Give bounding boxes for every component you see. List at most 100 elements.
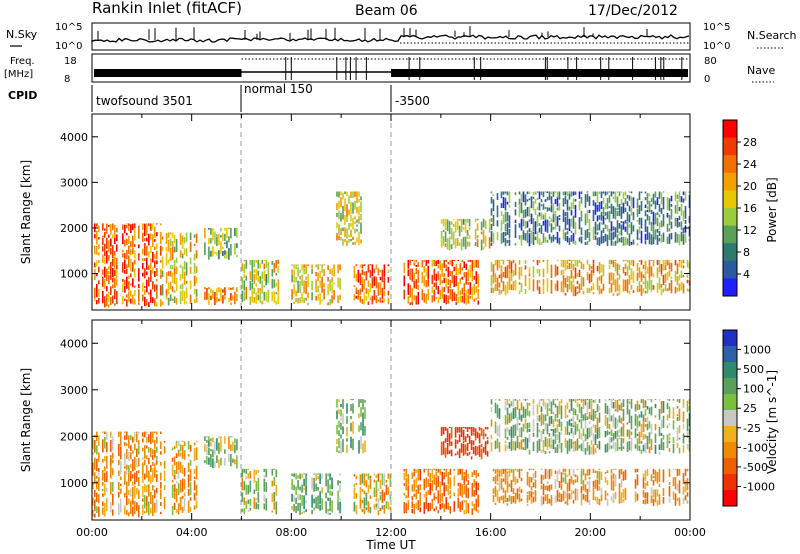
echo-cell [114,256,116,269]
echo-cell [96,475,98,479]
echo-cell [668,406,671,419]
echo-cell [359,487,362,498]
echo-cell [612,480,615,491]
echo-cell [654,191,657,198]
echo-cell [652,259,655,267]
echo-cell [440,239,443,248]
echo-cell [171,298,174,301]
echo-cell [506,201,509,205]
echo-cell [524,288,527,295]
echo-cell [195,289,198,297]
echo-cell [496,404,499,418]
echo-cell [616,437,619,451]
echo-cell [540,412,543,426]
echo-cell [241,263,244,271]
echo-cell [338,409,340,415]
echo-cell [112,493,114,506]
echo-cell [255,268,258,280]
echo-cell [104,278,106,289]
echo-cell [556,197,559,207]
echo-cell [600,211,603,221]
echo-cell [467,503,470,514]
echo-cell [548,191,551,201]
echo-cell [444,218,447,230]
echo-cell [660,432,663,436]
echo-cell [538,279,541,283]
echo-cell [618,434,621,440]
echo-cell [167,271,170,276]
echo-cell [590,440,593,446]
echo-cell [161,236,164,240]
echo-cell [466,241,469,247]
echo-cell [562,490,565,501]
echo-cell [301,512,303,515]
echo-cell [373,479,376,483]
echo-cell [550,468,553,477]
echo-cell [572,198,575,209]
echo-cell [570,191,573,197]
echo-cell [518,468,521,479]
echo-cell [371,277,374,289]
echo-cell [564,293,567,296]
echo-cell [602,207,605,215]
echo-cell [564,191,567,196]
echo-cell [560,421,563,432]
echo-cell [293,284,295,295]
echo-cell [622,267,625,274]
echo-cell [528,490,531,501]
echo-cell [588,273,591,284]
echo-cell [658,222,661,231]
echo-cell [670,221,673,229]
echo-cell [102,481,104,486]
echo-cell [576,280,579,285]
echo-cell [160,472,162,481]
echo-cell [439,481,442,493]
echo-cell [273,291,276,303]
ytick-label: 3000 [60,384,88,397]
echo-cell [592,209,595,222]
echo-cell [668,198,671,211]
echo-cell [369,269,372,278]
echo-cell [598,214,601,220]
echo-cell [204,287,206,290]
echo-cell [576,423,579,432]
power-colorbar-tick-label: 16 [743,202,757,215]
echo-cell [138,489,140,499]
echo-cell [668,228,671,232]
echo-cell [496,193,499,201]
echo-cell [494,475,497,484]
echo-cell [520,498,523,502]
echo-cell [142,263,144,270]
echo-cell [359,273,362,285]
echo-cell [461,287,464,295]
echo-cell [417,468,420,481]
echo-cell [342,213,344,220]
echo-cell [652,222,655,225]
echo-cell [457,282,460,296]
echo-cell [124,298,126,301]
echo-cell [340,197,342,208]
echo-cell [152,461,154,466]
echo-cell [520,218,523,231]
echo-cell [226,240,228,249]
echo-cell [522,423,525,432]
echo-cell [626,221,629,235]
echo-cell [340,191,342,196]
echo-cell [586,442,589,452]
echo-cell [323,283,325,288]
echo-cell [156,284,158,291]
echo-cell [257,294,260,301]
echo-cell [112,295,114,304]
echo-cell [195,447,198,460]
echo-cell [173,267,176,275]
echo-cell [373,473,376,476]
echo-cell [224,242,226,245]
echo-cell [441,263,444,277]
echo-cell [544,219,547,232]
echo-cell [558,468,561,475]
echo-cell [361,269,364,275]
echo-cell [468,435,471,444]
echo-cell [658,451,661,455]
echo-cell [616,211,619,217]
echo-cell [110,286,112,295]
